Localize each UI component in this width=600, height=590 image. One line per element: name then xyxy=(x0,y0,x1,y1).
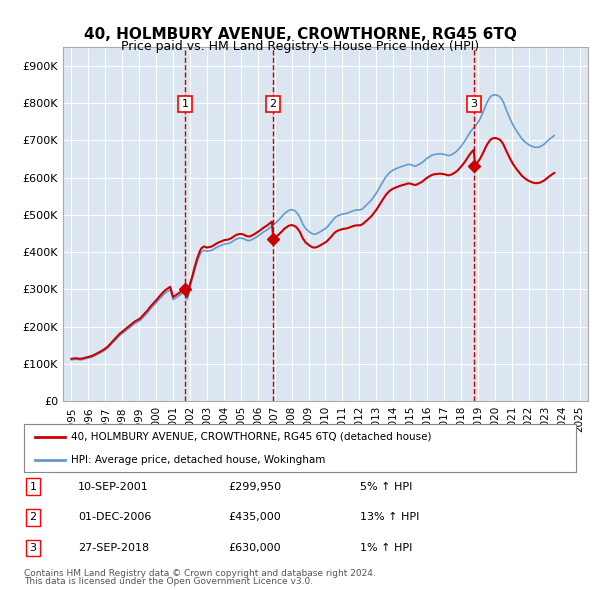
Text: 13% ↑ HPI: 13% ↑ HPI xyxy=(360,513,419,522)
Text: £435,000: £435,000 xyxy=(228,513,281,522)
Text: HPI: Average price, detached house, Wokingham: HPI: Average price, detached house, Woki… xyxy=(71,455,325,465)
Text: 01-DEC-2006: 01-DEC-2006 xyxy=(78,513,151,522)
Text: Contains HM Land Registry data © Crown copyright and database right 2024.: Contains HM Land Registry data © Crown c… xyxy=(24,569,376,578)
Text: £630,000: £630,000 xyxy=(228,543,281,553)
Text: 2: 2 xyxy=(269,99,277,109)
Text: 1: 1 xyxy=(181,99,188,109)
Text: 1% ↑ HPI: 1% ↑ HPI xyxy=(360,543,412,553)
Text: Price paid vs. HM Land Registry's House Price Index (HPI): Price paid vs. HM Land Registry's House … xyxy=(121,40,479,53)
Text: 2: 2 xyxy=(29,513,37,522)
Text: 10-SEP-2001: 10-SEP-2001 xyxy=(78,482,149,491)
Text: 3: 3 xyxy=(470,99,477,109)
Text: This data is licensed under the Open Government Licence v3.0.: This data is licensed under the Open Gov… xyxy=(24,578,313,586)
Text: 3: 3 xyxy=(29,543,37,553)
Text: £299,950: £299,950 xyxy=(228,482,281,491)
Text: 40, HOLMBURY AVENUE, CROWTHORNE, RG45 6TQ: 40, HOLMBURY AVENUE, CROWTHORNE, RG45 6T… xyxy=(83,27,517,41)
Text: 40, HOLMBURY AVENUE, CROWTHORNE, RG45 6TQ (detached house): 40, HOLMBURY AVENUE, CROWTHORNE, RG45 6T… xyxy=(71,432,431,442)
Text: 27-SEP-2018: 27-SEP-2018 xyxy=(78,543,149,553)
Text: 5% ↑ HPI: 5% ↑ HPI xyxy=(360,482,412,491)
Text: 1: 1 xyxy=(29,482,37,491)
